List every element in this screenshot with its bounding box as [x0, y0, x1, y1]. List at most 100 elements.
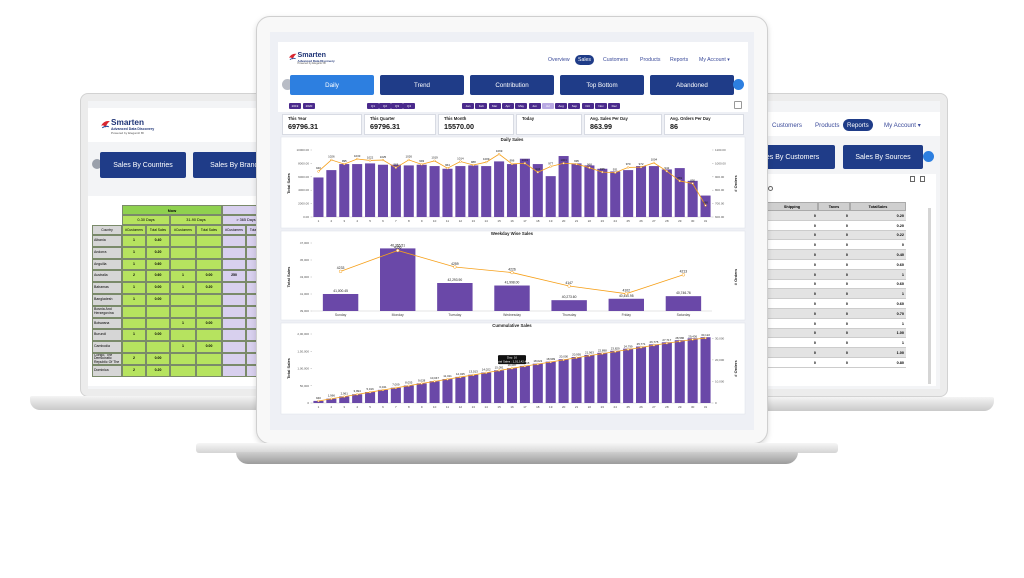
sales-bar [610, 171, 621, 217]
orders-point [562, 162, 565, 165]
table-cell: 0.20 [196, 282, 222, 294]
report-button[interactable]: Sales By Sources [843, 145, 923, 169]
filter-chip[interactable]: Q1 [367, 103, 379, 109]
x-tick-label: 19 [549, 219, 553, 223]
sales-bar [623, 348, 634, 403]
orders-label: 4233 [337, 266, 345, 270]
x-tick-label: 21 [575, 219, 579, 223]
orders-label: 1014 [457, 156, 464, 160]
tab[interactable]: Abandoned [650, 75, 734, 95]
table-cell [196, 246, 222, 259]
sales-bar [674, 168, 685, 217]
x-tick-label: 22 [588, 219, 592, 223]
table-row-bg [744, 220, 906, 231]
toolbar-icon[interactable] [768, 186, 773, 191]
nav-item[interactable]: Overview [548, 57, 570, 63]
filter-chip[interactable]: Mar [488, 103, 501, 109]
table-cell: Cambodia [92, 341, 122, 353]
sales-bar [494, 370, 505, 403]
prev-button[interactable] [282, 79, 293, 90]
filter-chip[interactable]: Oct [581, 103, 594, 109]
x-tick-label: 25 [626, 219, 630, 223]
table-cell: 0 [845, 321, 848, 326]
column-header: Total Sales [196, 225, 222, 235]
filter-chip[interactable]: Aug [555, 103, 568, 109]
orders-label: 10,047 [430, 376, 439, 380]
next-button[interactable] [733, 79, 744, 90]
filter-chip[interactable]: 2020 [303, 103, 315, 109]
filter-chip[interactable]: 2019 [289, 103, 301, 109]
filter-chip[interactable]: Feb [475, 103, 488, 109]
nav-item[interactable]: My Account ▾ [699, 57, 730, 63]
table-cell: 0.60 [896, 262, 904, 267]
table-cell: Albania [92, 235, 122, 247]
logo-name: Smarten [297, 51, 326, 59]
x-tick-label: 9 [421, 219, 423, 223]
filter-chip[interactable]: Dec [608, 103, 621, 109]
chart-title: Cummulative Sales [492, 323, 532, 328]
tab[interactable]: Trend [380, 75, 464, 95]
filter-chip[interactable]: Nov [595, 103, 607, 109]
table-cell [170, 353, 196, 365]
table-cell: 0.60 [146, 270, 170, 283]
x-tick-label: 1 [318, 219, 320, 223]
tab[interactable]: Contribution [470, 75, 554, 95]
filter-chip[interactable]: Sep [568, 103, 581, 109]
table-cell: 0 [845, 223, 848, 228]
toolbar-icon[interactable] [920, 176, 925, 182]
table-cell [196, 258, 222, 271]
next-button[interactable] [923, 151, 934, 162]
table-cell: 1 [122, 282, 146, 294]
filter-chip[interactable]: Q4 [403, 103, 415, 109]
nav-item[interactable]: My Account ▾ [884, 121, 921, 129]
orders-label: 9,028 [418, 378, 426, 382]
report-button[interactable]: Sales By Countries [100, 152, 186, 178]
nav-item[interactable]: Reports [670, 57, 689, 63]
y-tick-label: 4000.00 [298, 188, 309, 192]
prev-button[interactable] [92, 159, 102, 169]
nav-item[interactable]: Products [815, 121, 840, 129]
toolbar-icon[interactable] [910, 176, 915, 182]
sales-bar [326, 170, 337, 217]
x-tick-label: 4 [356, 219, 358, 223]
orders-label: 25,771 [637, 342, 646, 346]
table-cell: 0.80 [896, 360, 904, 365]
nav-item[interactable]: Products [640, 57, 661, 63]
orders-label: 1069 [496, 149, 503, 153]
x-tick-label: 13 [472, 405, 476, 409]
filter-chip[interactable]: May [515, 103, 528, 109]
y2-tick-label: 1000.00 [715, 161, 726, 165]
orders-point [497, 153, 501, 156]
filter-chip[interactable]: Apr [501, 103, 514, 109]
table-cell: 0.00 [146, 329, 170, 342]
filter-chip[interactable]: Jul [541, 103, 554, 109]
tab[interactable]: Daily [290, 75, 374, 95]
nav-item[interactable]: Sales [575, 55, 594, 65]
group-header: 31-90 Days [170, 215, 222, 225]
reset-icon[interactable] [734, 101, 742, 109]
filter-chip[interactable]: Q3 [391, 103, 403, 109]
filter-chip[interactable]: Q2 [379, 103, 391, 109]
sales-label: 42,293.90 [448, 278, 463, 282]
tab[interactable]: Top Bottom [560, 75, 644, 95]
kpi-card [364, 114, 436, 135]
filter-chip[interactable]: Jan [462, 103, 474, 109]
table-cell: Congo, The Democratic Republic Of The [92, 353, 122, 365]
x-tick-label: Friday [622, 313, 632, 317]
nav-item[interactable]: Customers [603, 57, 629, 63]
table-cell: 0 [845, 213, 848, 218]
orders-point [691, 338, 694, 341]
orders-label: 995 [342, 159, 347, 163]
x-tick-label: 2 [331, 219, 333, 223]
table-cell [122, 305, 146, 318]
table-cell: Bangladesh [92, 294, 122, 306]
filter-chip[interactable]: Jun [528, 103, 541, 109]
nav-item[interactable]: Reports [843, 119, 873, 131]
orders-label: 12,025 [456, 372, 465, 376]
sales-bar [403, 165, 414, 217]
sales-bar [545, 176, 556, 217]
orders-label: 869 [677, 176, 682, 180]
nav-item[interactable]: Customers [772, 121, 802, 129]
y-tick-label: 47,000 [300, 241, 310, 245]
orders-point [681, 273, 686, 277]
